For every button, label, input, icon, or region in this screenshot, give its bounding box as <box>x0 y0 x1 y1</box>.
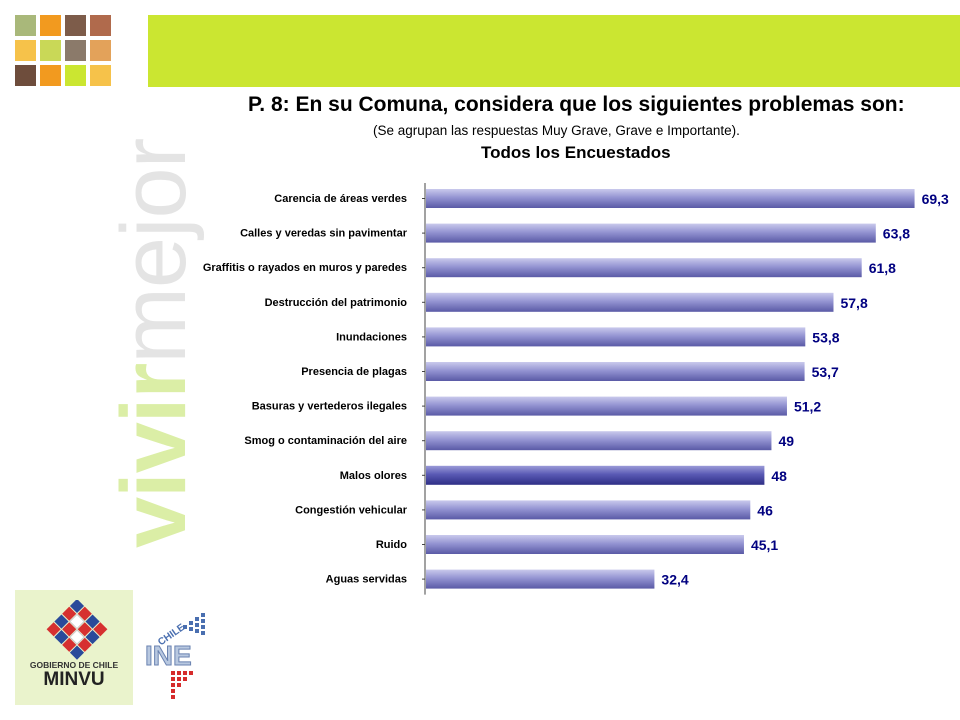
photo-tile <box>65 15 86 36</box>
category-label: Basuras y vertederos ilegales <box>252 401 407 413</box>
ine-logo-icon: CHILE INE <box>145 613 205 699</box>
photo-tile <box>15 15 36 36</box>
bar <box>426 465 765 485</box>
category-label: Inundaciones <box>336 331 407 343</box>
data-label: 69,3 <box>922 191 949 207</box>
header-photo-collage <box>15 15 135 87</box>
data-label: 53,7 <box>812 364 839 380</box>
slide-subtitle: (Se agrupan las respuestas Muy Grave, Gr… <box>373 123 740 138</box>
data-label: 32,4 <box>661 572 688 588</box>
bar <box>426 327 806 347</box>
group-label: Todos los Encuestados <box>481 143 671 162</box>
header-banner <box>148 15 960 87</box>
bar <box>426 362 805 381</box>
category-label: Graffitis o rayados en muros y paredes <box>203 262 407 274</box>
bar <box>426 431 772 451</box>
data-label: 46 <box>757 502 773 518</box>
photo-tile <box>15 40 36 61</box>
category-label: Calles y veredas sin pavimentar <box>240 228 408 240</box>
category-label: Ruido <box>376 539 407 551</box>
photo-tile <box>40 15 61 36</box>
ine-name-text: INE <box>145 640 192 671</box>
bar <box>426 396 787 416</box>
category-label: Carencia de áreas verdes <box>274 193 407 205</box>
data-label: 49 <box>778 433 794 449</box>
data-label: 53,8 <box>812 329 839 345</box>
bar <box>426 292 834 312</box>
category-label: Aguas servidas <box>326 574 407 586</box>
photo-tile <box>65 65 86 86</box>
minvu-caption: GOBIERNO DE CHILE <box>29 660 119 670</box>
data-label: 61,8 <box>869 260 896 276</box>
data-label: 63,8 <box>883 226 910 242</box>
slide-title: P. 8: En su Comuna, considera que los si… <box>248 93 905 116</box>
bar <box>426 189 915 208</box>
bar <box>426 500 751 520</box>
photo-tile <box>40 40 61 61</box>
photo-tile <box>15 65 36 86</box>
photo-tile <box>65 40 86 61</box>
bar <box>426 535 744 554</box>
bar <box>426 258 862 278</box>
minvu-emblem-icon <box>46 600 108 660</box>
bar <box>426 569 655 589</box>
data-label: 51,2 <box>794 399 821 415</box>
category-label: Destrucción del patrimonio <box>265 297 408 309</box>
category-label: Presencia de plagas <box>301 366 407 378</box>
category-label: Congestión vehicular <box>295 504 408 516</box>
photo-tile <box>90 65 111 86</box>
data-label: 57,8 <box>840 295 867 311</box>
photo-tile <box>90 15 111 36</box>
photo-tile <box>90 40 111 61</box>
minvu-name: MINVU <box>43 669 105 690</box>
category-label: Smog o contaminación del aire <box>244 435 407 447</box>
photo-tile <box>40 65 61 86</box>
category-label: Malos olores <box>340 470 407 482</box>
data-label: 45,1 <box>751 537 778 553</box>
bar <box>426 223 876 243</box>
data-label: 48 <box>771 468 787 484</box>
